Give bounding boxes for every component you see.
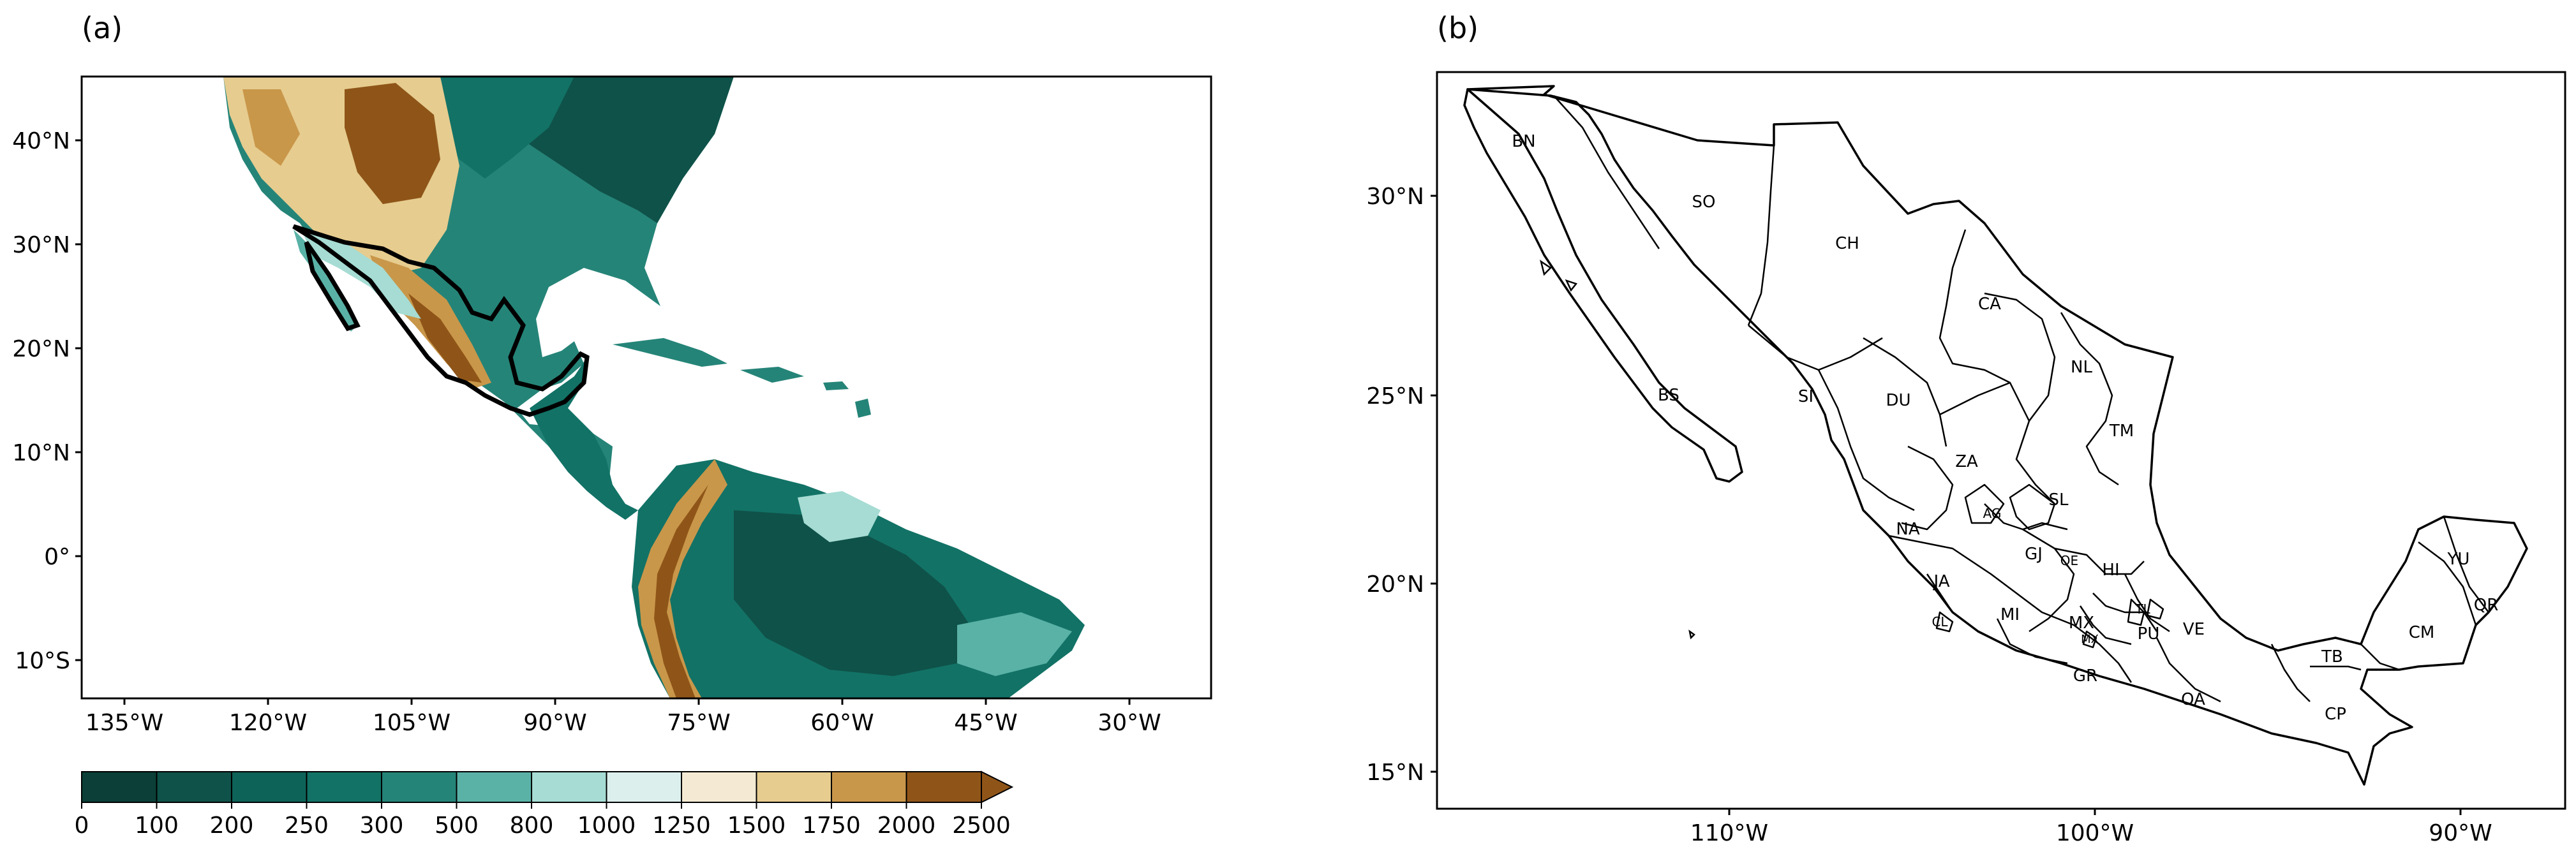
state-label: CA (1978, 295, 2001, 314)
lat-tick-label: 25°N (1366, 383, 1424, 409)
state-label: CP (2325, 705, 2346, 724)
panel-b-label: (b) (1437, 11, 1478, 45)
lon-tick-label: 60°W (810, 710, 874, 736)
state-label: QR (2474, 596, 2499, 615)
state-label: TB (2321, 647, 2343, 666)
colorbar-segment (681, 772, 757, 802)
panel-b-lon-ticks: 110°W 100°W 90°W (1690, 809, 2492, 846)
state-label: HI (2102, 561, 2119, 580)
state-label: NA (1896, 520, 1919, 539)
state-label: VE (2183, 620, 2205, 639)
central-america-landmass (530, 357, 638, 520)
state-label: BS (1658, 386, 1679, 405)
panel-b-map (1436, 71, 2566, 810)
panel-a-map (80, 75, 1212, 700)
lat-tick-label: 30°N (1366, 184, 1424, 210)
colorbar-tick-label: 1500 (727, 813, 786, 839)
colorbar-tick-label: 250 (285, 813, 329, 839)
lon-tick-label: 30°W (1098, 710, 1161, 736)
panel-a-label: (a) (82, 11, 123, 45)
lon-tick-label: 100°W (2056, 820, 2134, 846)
lat-tick-label: 20°N (12, 336, 70, 362)
colorbar-segment (82, 772, 157, 802)
colorbar-tick-label: 200 (210, 813, 254, 839)
state-label: PU (2138, 624, 2160, 644)
panel-a-lon-ticks: 135°W 120°W 105°W 90°W 75°W 60°W 45°W 30… (86, 698, 1161, 736)
lon-tick-label: 45°W (954, 710, 1017, 736)
colorbar-tick-label: 300 (360, 813, 404, 839)
state-label: MI (2000, 605, 2020, 624)
islands (1540, 260, 1695, 640)
colorbar: 0 100 200 250 300 500 800 1000 1250 1500 1750 2000 2… (75, 770, 1014, 839)
state-label: CH (1835, 234, 1859, 253)
state-label: YU (2447, 550, 2470, 569)
state-borders (1553, 95, 2489, 703)
colorbar-segment (232, 772, 307, 802)
state-label: QE (2060, 553, 2078, 568)
caribbean-islands (613, 338, 871, 418)
lon-tick-label: 135°W (86, 710, 163, 736)
baja-california (1463, 88, 1743, 483)
lat-tick-label: 15°N (1366, 760, 1424, 786)
colorbar-segment (382, 772, 457, 802)
state-label: CM (2409, 623, 2435, 642)
state-labels: BN SO CH CA NL BS SI DU TM ZA SL NA AG G… (1512, 132, 2498, 724)
colorbar-tick-label: 1250 (652, 813, 711, 839)
colorbar-segment (456, 772, 532, 802)
lon-tick-label: 75°W (667, 710, 730, 736)
state-label: GR (2073, 666, 2097, 686)
state-label: OA (2181, 690, 2205, 709)
state-label: BN (1512, 132, 1535, 151)
state-label: SO (1692, 193, 1716, 212)
colorbar-segment (606, 772, 682, 802)
state-label: NL (2071, 358, 2092, 377)
state-label: SL (2049, 490, 2069, 510)
mexico-outline (292, 224, 590, 417)
colorbar-tick-label: 2500 (952, 813, 1011, 839)
colorbar-segment (831, 772, 907, 802)
lat-tick-label: 0° (44, 544, 70, 570)
colorbar-tick-label: 2000 (877, 813, 936, 839)
lon-tick-label: 90°W (523, 710, 586, 736)
lon-tick-label: 90°W (2429, 820, 2492, 846)
colorbar-extension (981, 770, 1014, 804)
colorbar-segment (156, 772, 232, 802)
lat-tick-label: 40°N (12, 128, 70, 154)
state-label: ZA (1955, 452, 1978, 471)
lon-tick-label: 105°W (373, 710, 450, 736)
colorbar-segment (756, 772, 832, 802)
colorbar-tick-label: 100 (135, 813, 179, 839)
colorbar-tick-label: 500 (435, 813, 479, 839)
state-label: CL (1932, 614, 1948, 629)
state-label: JA (1933, 572, 1950, 591)
lat-tick-label: 30°N (12, 232, 70, 258)
colorbar-tick-label: 0 (75, 813, 89, 839)
colorbar-tick-label: 800 (510, 813, 554, 839)
state-label: TM (2109, 422, 2134, 441)
colorbar-segment (532, 772, 607, 802)
state-label: SI (1798, 387, 1813, 406)
lat-tick-label: 20°N (1366, 571, 1424, 598)
lon-tick-label: 110°W (1690, 820, 1768, 846)
lon-tick-label: 120°W (229, 710, 307, 736)
colorbar-tick-label: 1750 (802, 813, 861, 839)
panel-a-lat-ticks: 40°N 30°N 20°N 10°N 0° 10°S (12, 128, 82, 674)
state-label: TL (2134, 601, 2150, 617)
state-label: MX (2081, 633, 2099, 646)
state-label: GJ (2025, 545, 2043, 564)
panel-b-lat-ticks: 30°N 25°N 20°N 15°N (1366, 184, 1437, 786)
lat-tick-label: 10°N (12, 440, 70, 466)
mexico-country-outline (1466, 85, 2528, 786)
state-label: AG (1983, 506, 2002, 521)
lat-tick-label: 10°S (15, 648, 70, 674)
colorbar-segment (306, 772, 382, 802)
state-label: DU (1886, 391, 1910, 410)
colorbar-segment (906, 772, 982, 802)
state-label: MX (2069, 614, 2094, 633)
colorbar-tick-label: 1000 (577, 813, 636, 839)
